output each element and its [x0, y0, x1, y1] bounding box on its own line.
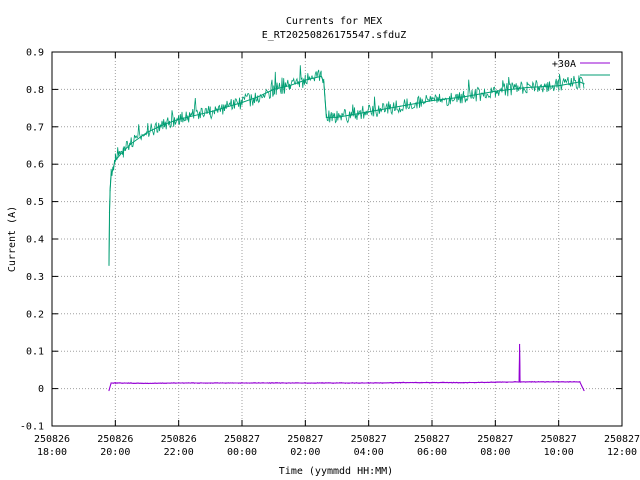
- data-point: [209, 382, 211, 384]
- x-tick-label-date: 250827: [604, 434, 640, 445]
- y-tick-label: 0.6: [26, 160, 44, 171]
- x-tick-label-time: 00:00: [227, 447, 257, 458]
- data-point: [519, 343, 521, 346]
- data-point: [109, 189, 111, 191]
- data-point: [526, 86, 528, 89]
- data-point: [399, 382, 401, 384]
- grid: [52, 52, 622, 426]
- x-tick-label-date: 250826: [97, 434, 133, 445]
- y-tick-label: 0.5: [26, 197, 44, 208]
- data-point: [178, 382, 180, 384]
- x-tick-label-time: 06:00: [417, 447, 447, 458]
- data-point: [146, 131, 148, 133]
- x-tick-label-date: 250827: [224, 434, 260, 445]
- data-point: [463, 382, 465, 384]
- data-point: [241, 101, 243, 104]
- data-point: [114, 159, 116, 162]
- data-point: [273, 88, 275, 90]
- data-point: [273, 382, 275, 384]
- data-point: [288, 85, 291, 87]
- chart-subtitle: E_RT20250826175547.sfduZ: [262, 30, 407, 41]
- data-point: [526, 381, 528, 383]
- data-point: [579, 81, 581, 83]
- x-tick-label-date: 250827: [287, 434, 323, 445]
- x-tick-label-time: 08:00: [480, 447, 510, 458]
- data-point: [399, 105, 401, 107]
- data-point: [431, 382, 433, 384]
- x-tick-label-date: 250826: [34, 434, 70, 445]
- plot-frame: [51, 51, 623, 427]
- y-tick-label: 0.4: [26, 235, 44, 246]
- x-tick-label-time: 04:00: [354, 447, 384, 458]
- y-tick-label: 0.2: [26, 309, 44, 320]
- data-point: [463, 96, 465, 98]
- data-point: [583, 83, 585, 85]
- data-point: [320, 75, 322, 77]
- y-tick-label: 0.3: [26, 272, 44, 283]
- data-point: [558, 85, 560, 87]
- x-tick-label-time: 20:00: [100, 447, 130, 458]
- y-tick-label: 0: [38, 384, 44, 395]
- x-axis-label: Time (yymmdd HH:MM): [279, 466, 393, 477]
- y-tick-label: -0.1: [20, 422, 44, 433]
- data-point: [257, 96, 259, 98]
- x-tick-label-time: 10:00: [544, 447, 574, 458]
- legend-label-30a: +30A: [552, 59, 576, 70]
- data-point: [494, 90, 496, 92]
- data-point: [130, 143, 132, 145]
- data-point: [431, 100, 433, 102]
- x-tick-label-date: 250827: [541, 434, 577, 445]
- data-point: [162, 124, 164, 126]
- data-point: [368, 111, 370, 113]
- data-point: [368, 382, 370, 384]
- data-point: [583, 389, 585, 392]
- y-tick-label: 0.7: [26, 122, 44, 133]
- legend: +30A: [552, 59, 610, 76]
- data-point: [494, 381, 496, 383]
- data-point: [146, 382, 148, 384]
- data-point: [325, 116, 327, 118]
- data-point: [336, 382, 338, 384]
- data-point: [304, 382, 306, 384]
- x-axis-ticks: 250826 18:00 250826 20:00 250826 22:00 250827 0…: [34, 52, 640, 458]
- data-point: [110, 382, 112, 384]
- data-point: [108, 389, 110, 392]
- y-tick-label: 0.8: [26, 85, 44, 96]
- data-point: [108, 264, 110, 266]
- data-point: [323, 81, 325, 83]
- chart-title: Currents for MEX: [286, 16, 382, 27]
- y-axis-label: Current (A): [7, 206, 18, 272]
- data-point: [519, 381, 521, 383]
- x-tick-label-date: 250826: [161, 434, 197, 445]
- x-tick-label-date: 250827: [414, 434, 450, 445]
- data-point: [241, 382, 243, 384]
- x-tick-label-date: 250827: [477, 434, 513, 445]
- series-noise-teal: [108, 65, 585, 266]
- y-tick-label: 0.1: [26, 347, 44, 358]
- x-tick-label-time: 18:00: [37, 447, 67, 458]
- series-noise-30a: [108, 344, 585, 392]
- data-point: [558, 381, 560, 383]
- x-tick-label-date: 250827: [351, 434, 387, 445]
- data-point: [518, 381, 520, 383]
- data-point: [114, 382, 116, 384]
- data-point: [108, 212, 111, 214]
- data-point: [304, 79, 306, 81]
- data-point: [122, 150, 124, 152]
- data-point: [579, 381, 581, 383]
- data-point: [336, 116, 338, 118]
- y-axis-ticks: -0.1 0 0.1 0.2 0.3 0.4 0.5 0.6 0.7 0.8 0.9: [20, 48, 622, 433]
- series-line-teal: [108, 75, 585, 266]
- x-tick-label-time: 02:00: [290, 447, 320, 458]
- plot-area: [108, 65, 585, 392]
- data-point: [209, 111, 211, 113]
- data-point: [110, 174, 112, 176]
- data-point: [178, 118, 180, 120]
- x-tick-label-time: 22:00: [164, 447, 194, 458]
- y-tick-label: 0.9: [26, 48, 44, 59]
- x-tick-label-time: 12:00: [607, 447, 637, 458]
